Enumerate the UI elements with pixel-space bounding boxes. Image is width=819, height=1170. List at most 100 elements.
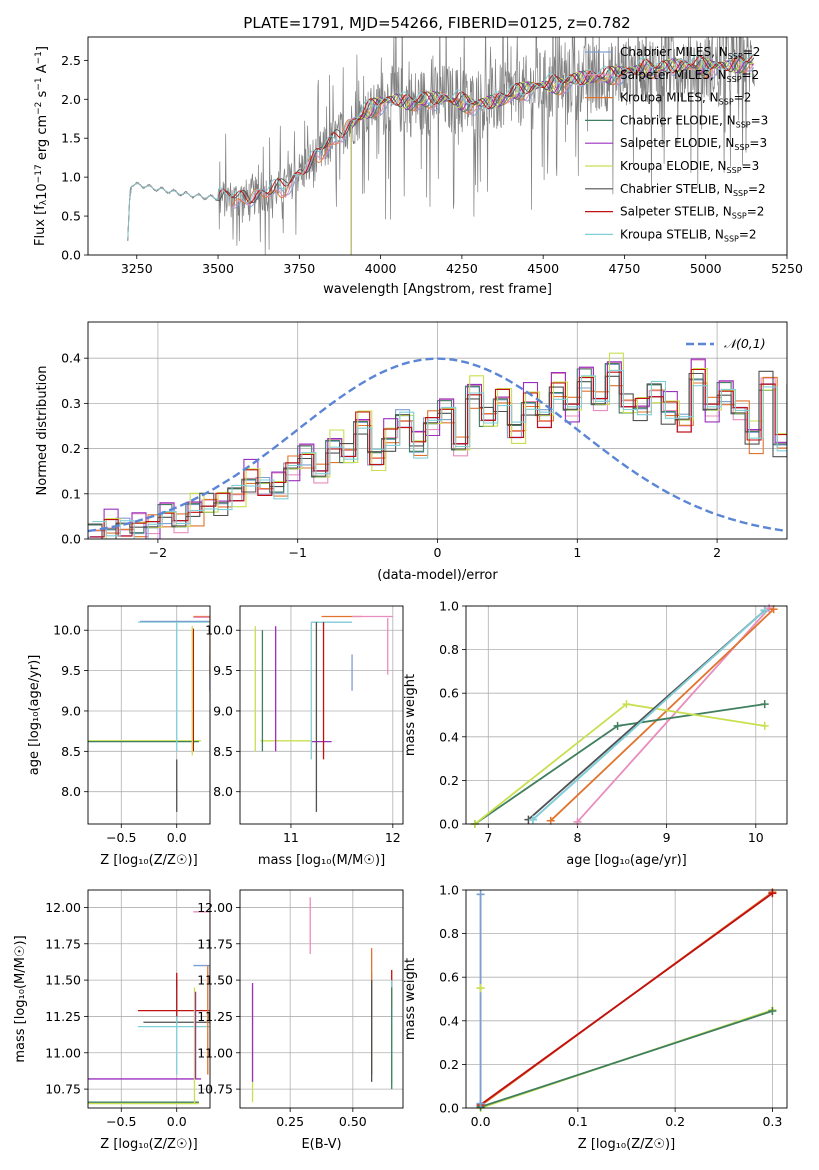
y-tick-label: 8.5 (61, 744, 81, 759)
x-axis-label: (data-model)/error (377, 568, 498, 583)
axes-frame (87, 36, 788, 256)
y-axis-label: mass weight (403, 958, 418, 1040)
histogram-salpeter-stelib (90, 368, 787, 538)
weight-marker (528, 815, 537, 824)
y-tick-label: 11.25 (45, 1009, 81, 1024)
histogram-kroupa-stelib (92, 369, 787, 539)
y-tick-label: 1.0 (439, 599, 459, 614)
x-tick-label: 8 (573, 830, 581, 845)
x-tick-label: 0.3 (762, 1114, 782, 1129)
plot-area-age-vs-mass (240, 606, 403, 824)
y-tick-label: 8.0 (61, 784, 81, 799)
y-tick-label: 8.0 (213, 784, 233, 799)
legend-label: Salpeter STELIB, NSSP=2 (620, 205, 764, 221)
x-tick-label: 1 (573, 545, 581, 560)
x-tick-label: 0.0 (167, 1114, 187, 1129)
spectrum-model-kroupa-elodie (350, 58, 754, 255)
weight-marker (546, 816, 555, 825)
x-tick-label: 4000 (365, 261, 397, 276)
y-tick-label: 0.4 (439, 729, 459, 744)
plot-area-residuals (88, 322, 787, 539)
plot-area-mass-vs-Z (88, 890, 210, 1108)
plots-layer: 3250 3500 3750 4000 4250 4500 4750 5000 52500.00… (13, 36, 803, 1152)
y-tick-label: 10.75 (45, 1082, 81, 1097)
weight-line-chabrier-elodie (480, 1010, 773, 1108)
x-axis-label: Z [log₁₀(Z/Z☉)] (578, 1137, 675, 1152)
plot-area-weight-vs-Z (466, 890, 787, 1108)
axes-weight-vs-Z: 0.0 0.1 0.2 0.3 0.0 0.2 0.4 0.6 0.8 1.0 Z [log₁₀(Z… (403, 883, 788, 1152)
y-tick-label: 0.2 (61, 441, 81, 456)
spectrum-legend: Chabrier MILES, NSSP=2 Salpeter MILES, NS… (585, 45, 768, 243)
axes-frame (87, 321, 788, 540)
y-tick-label: 9.5 (213, 663, 233, 678)
weight-marker (768, 1006, 777, 1015)
y-tick-label: 9.5 (61, 663, 81, 678)
weight-marker (769, 605, 778, 614)
x-tick-label: 7 (484, 830, 492, 845)
axes-mass-vs-Z: −0.5 0.0 10.75 11.00 11.25 11.50 11.75 12.00 Z [… (13, 889, 211, 1152)
x-tick-label: 3750 (283, 261, 315, 276)
x-tick-label: −2 (149, 545, 167, 560)
weight-marker (622, 700, 631, 709)
legend-label: Kroupa STELIB, NSSP=2 (620, 227, 757, 243)
x-axis-label: mass [log₁₀(M/M☉)] (258, 853, 385, 868)
x-tick-label: 0.2 (665, 1114, 685, 1129)
x-tick-label: 10 (748, 830, 764, 845)
spectrum-data-line (127, 37, 755, 255)
y-tick-label: 0.1 (61, 486, 81, 501)
x-tick-label: 11 (283, 830, 299, 845)
legend-label: Salpeter ELODIE, NSSP=3 (620, 136, 767, 152)
y-tick-label: 0.6 (439, 970, 459, 985)
axes-residuals: −2 −1 0 1 2 0.0 0.1 0.2 0.3 0.4 𝒩(0,1) (data-model)… (35, 321, 788, 583)
axes-frame (87, 605, 211, 825)
y-tick-label: 0.2 (439, 1057, 459, 1072)
y-axis-label: age [log₁₀(age/yr)] (27, 655, 42, 776)
weight-marker (573, 817, 582, 826)
y-tick-label: 12.00 (45, 900, 81, 915)
weight-marker (476, 890, 485, 899)
x-tick-label: −0.5 (106, 830, 136, 845)
x-tick-label: 9 (663, 830, 671, 845)
y-tick-label: 2.0 (61, 92, 81, 107)
x-axis-label: age [log₁₀(age/yr)] (566, 853, 687, 868)
y-tick-label: 0.0 (439, 817, 459, 832)
x-tick-label: 0.0 (471, 1114, 491, 1129)
weight-marker (613, 721, 622, 730)
y-tick-label: 2.5 (61, 53, 81, 68)
x-tick-label: 0.25 (276, 1114, 304, 1129)
weight-marker (760, 606, 769, 615)
y-axis-label: Normed distribution (35, 366, 50, 496)
x-tick-label: 4500 (527, 261, 559, 276)
legend-label: Kroupa MILES, NSSP=2 (620, 91, 751, 107)
weight-line-kroupa-miles (550, 608, 775, 822)
weight-line-kroupa-elodie (474, 703, 765, 824)
axes-frame (87, 889, 211, 1109)
y-tick-label: 1.5 (61, 131, 81, 146)
y-tick-label: 0.0 (61, 532, 81, 547)
y-tick-label: 8.5 (213, 744, 233, 759)
figure-title: PLATE=1791, MJD=54266, FIBERID=0125, z=0… (243, 14, 630, 32)
weight-marker (760, 700, 769, 709)
x-tick-label: 4250 (446, 261, 478, 276)
normal-curve (88, 357, 787, 533)
y-tick-label: 0.8 (439, 642, 459, 657)
legend-label: Chabrier MILES, NSSP=2 (620, 45, 760, 61)
x-tick-label: 3500 (202, 261, 234, 276)
y-tick-label: 11.50 (45, 973, 81, 988)
y-tick-label: 0.8 (439, 926, 459, 941)
x-tick-label: 3250 (121, 261, 153, 276)
y-axis-label: mass weight (403, 674, 418, 756)
weight-line-salpeter-stelib (480, 892, 773, 1106)
plot-area-age-vs-Z (88, 606, 210, 824)
weight-line-kroupa-stelib (532, 609, 766, 821)
weight-marker (768, 889, 777, 898)
x-axis-label: E(B-V) (301, 1137, 341, 1152)
y-tick-label: 11.75 (45, 936, 81, 951)
histogram-kroupa-miles (92, 376, 787, 538)
spectrum-model-salpeter-stelib (127, 54, 755, 241)
x-axis-label: wavelength [Angstrom, rest frame] (323, 282, 552, 297)
y-tick-label: 1.0 (61, 170, 81, 185)
axes-frame (465, 889, 788, 1109)
y-axis-label: Flux [fλ10−17 erg cm−2 s−1 A−1] (33, 46, 50, 246)
weight-marker (765, 604, 774, 613)
